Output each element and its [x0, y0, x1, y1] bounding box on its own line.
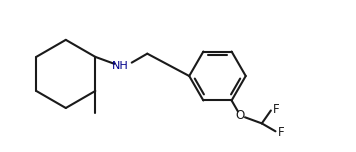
Text: F: F — [273, 103, 279, 116]
Text: NH: NH — [112, 61, 129, 71]
Text: F: F — [278, 126, 284, 139]
Text: O: O — [236, 109, 245, 122]
